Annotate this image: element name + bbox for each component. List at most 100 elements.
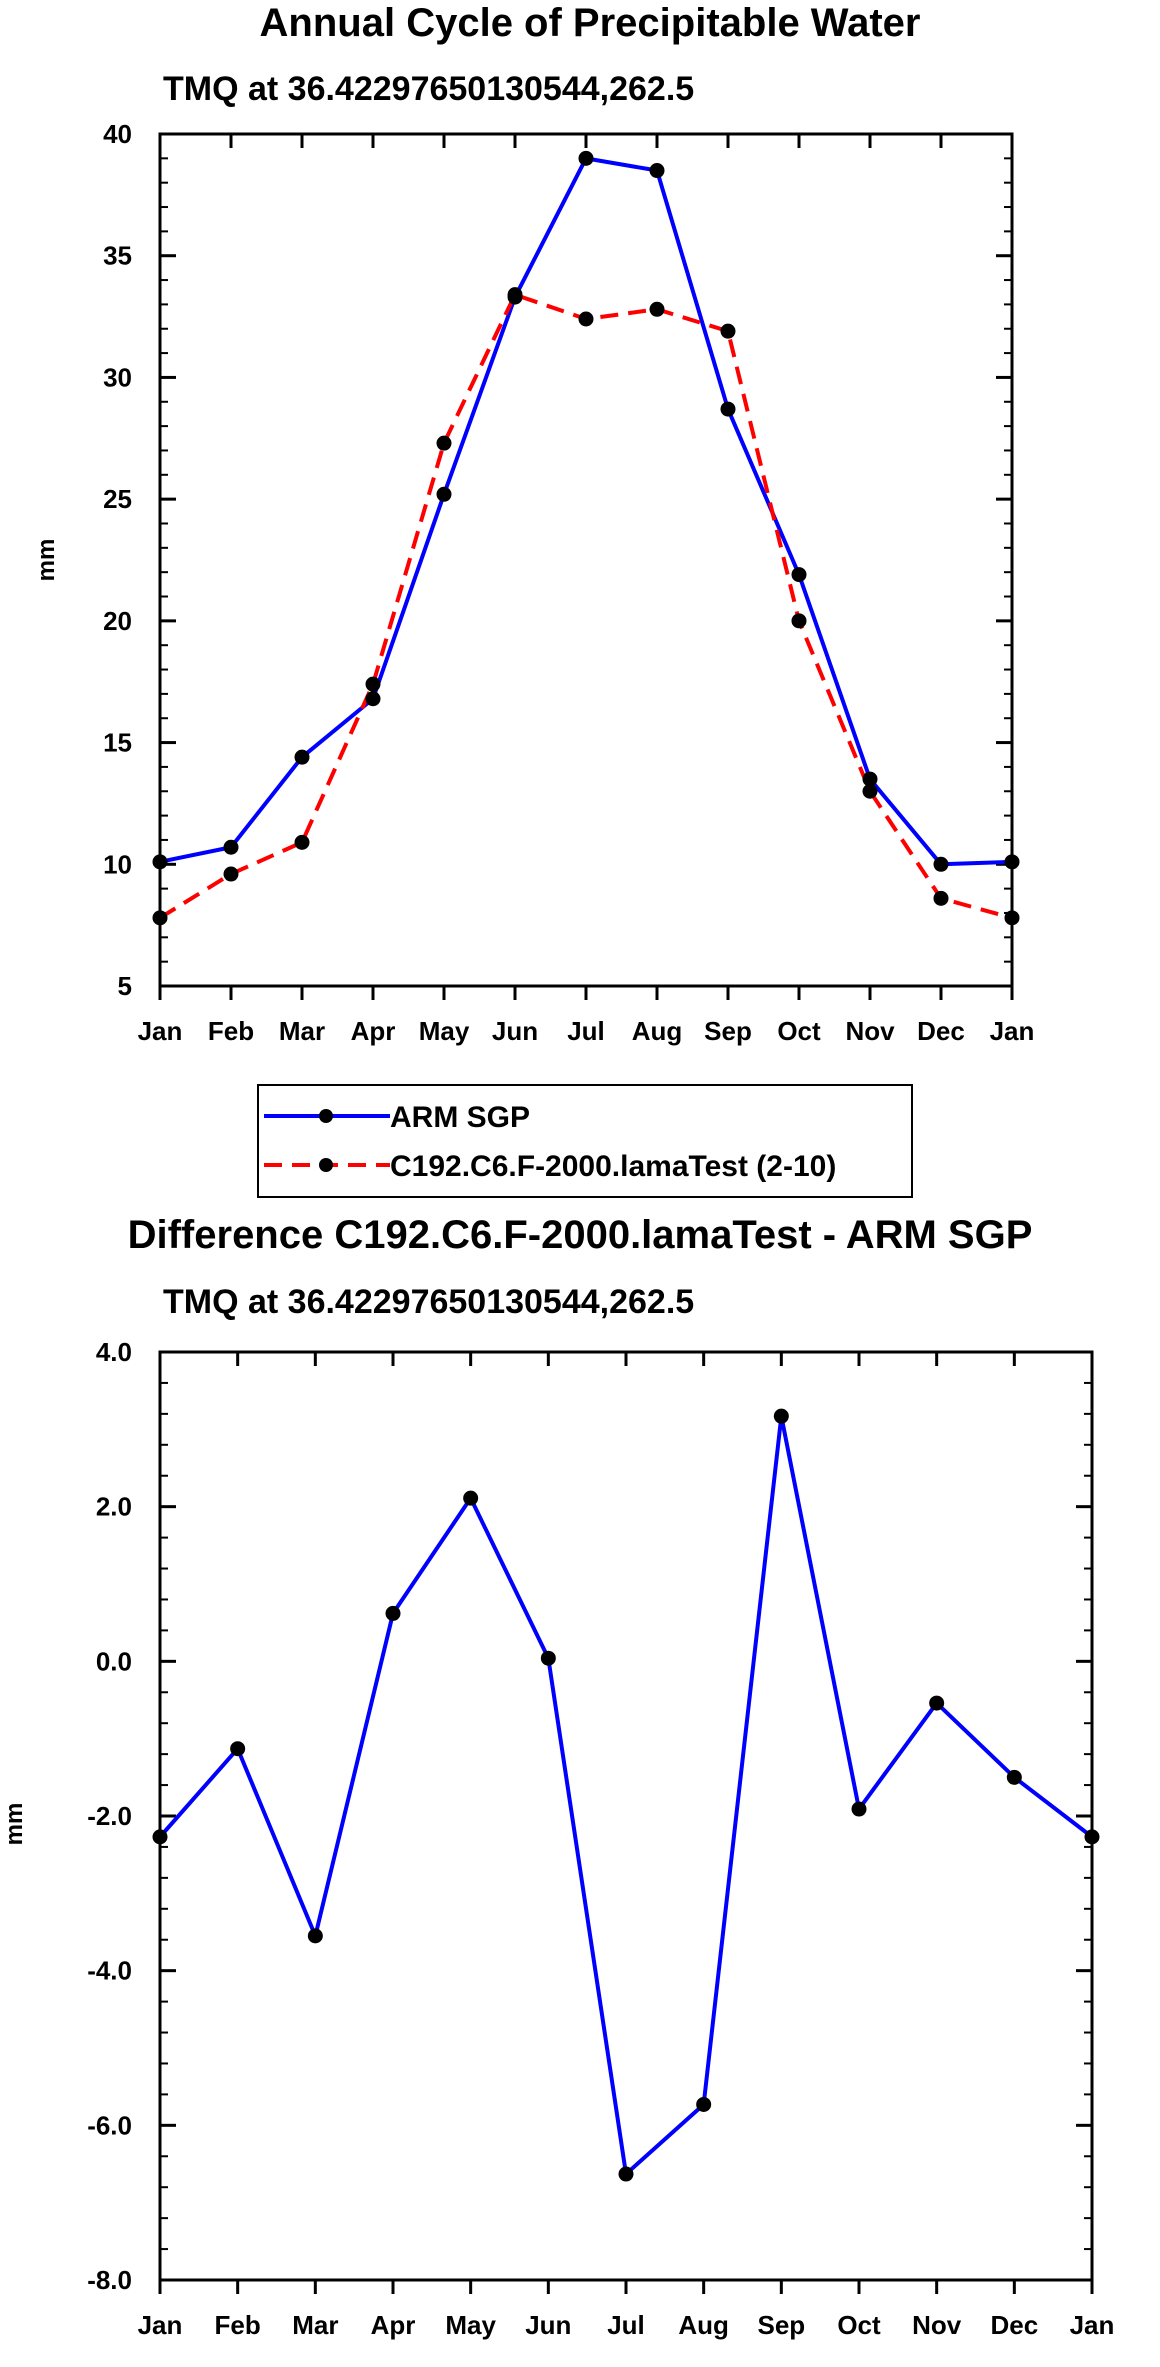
x-tick-label: Sep	[704, 1016, 752, 1046]
data-point-series-1	[294, 834, 310, 850]
data-point-series-0	[862, 771, 878, 787]
legend: ARM SGP C192.C6.F-2000.lamaTest (2-10)	[257, 1084, 913, 1198]
data-point-series-0	[649, 163, 665, 179]
y-tick-label: 4.0	[96, 1337, 132, 1367]
x-tick-label: Jul	[607, 2310, 645, 2340]
x-tick-label: Aug	[632, 1016, 683, 1046]
x-tick-label: May	[445, 2310, 496, 2340]
legend-label-arm-sgp: ARM SGP	[390, 1101, 530, 1134]
data-point-series-0	[540, 1650, 556, 1666]
y-tick-label: 10	[103, 849, 132, 879]
y-axis-label: mm	[33, 539, 60, 582]
y-tick-label: 35	[103, 241, 132, 271]
data-point-series-0	[365, 691, 381, 707]
data-point-series-0	[773, 1408, 789, 1424]
legend-marker-arm-sgp	[319, 1109, 333, 1123]
data-point-series-0	[294, 749, 310, 765]
data-point-series-1	[720, 323, 736, 339]
data-point-series-1	[933, 890, 949, 906]
x-tick-label: Apr	[351, 1016, 396, 1046]
series-group	[152, 150, 1020, 926]
y-tick-label: 20	[103, 606, 132, 636]
data-point-series-0	[1004, 854, 1020, 870]
series-line-0	[158, 1414, 1094, 2177]
x-tick-label: Dec	[990, 2310, 1038, 2340]
axis-ticks	[158, 132, 1014, 1000]
data-point-series-1	[152, 910, 168, 926]
x-tick-label: Oct	[777, 1016, 821, 1046]
data-point-series-0	[385, 1605, 401, 1621]
data-point-series-1	[223, 866, 239, 882]
data-point-series-0	[463, 1490, 479, 1506]
chart-title: Annual Cycle of Precipitable Water	[260, 1, 921, 45]
x-tick-label: Jan	[1070, 2310, 1115, 2340]
series-group	[152, 1408, 1100, 2182]
y-tick-label: 25	[103, 484, 132, 514]
series-line-0	[159, 156, 1013, 867]
chart-title: Difference C192.C6.F-2000.lamaTest - ARM…	[128, 1213, 1033, 1257]
y-tick-label: 15	[103, 728, 132, 758]
series-line-1	[158, 292, 1013, 920]
data-point-series-1	[862, 783, 878, 799]
data-point-series-1	[507, 287, 523, 303]
data-point-series-0	[929, 1695, 945, 1711]
data-point-series-0	[152, 1829, 168, 1845]
data-point-series-0	[933, 856, 949, 872]
x-tick-label: May	[419, 1016, 470, 1046]
data-point-series-0	[578, 150, 594, 166]
x-tick-label: Aug	[678, 2310, 729, 2340]
y-tick-labels: 5 10 15 20 25 30 35 40	[103, 119, 132, 1001]
data-point-series-0	[618, 2166, 634, 2182]
x-tick-label: Feb	[208, 1016, 254, 1046]
x-tick-label: Jan	[138, 2310, 183, 2340]
x-tick-labels: Jan Feb Mar Apr May Jun Jul Aug Sep Oct Nov Dec Jan	[138, 2310, 1115, 2340]
data-point-series-1	[436, 435, 452, 451]
legend-box	[257, 1084, 913, 1198]
data-point-series-0	[152, 854, 168, 870]
data-point-series-0	[851, 1801, 867, 1817]
axis-ticks	[158, 1350, 1094, 2294]
x-tick-label: Jun	[492, 1016, 538, 1046]
difference-panel: Difference C192.C6.F-2000.lamaTest - ARM…	[1, 1213, 1114, 2340]
y-tick-labels: -8.0 -6.0 -4.0 -2.0 0.0 2.0 4.0	[87, 1337, 132, 2295]
plot-frame	[158, 1350, 1094, 2282]
chart-subtitle: TMQ at 36.42297650130544,262.5	[163, 1283, 694, 1321]
legend-marker-model	[319, 1158, 333, 1172]
chart-subtitle: TMQ at 36.42297650130544,262.5	[163, 70, 694, 108]
y-tick-label: 30	[103, 362, 132, 392]
x-tick-label: Nov	[845, 1016, 895, 1046]
data-point-series-0	[436, 486, 452, 502]
x-tick-label: Jul	[567, 1016, 605, 1046]
data-point-series-0	[307, 1928, 323, 1944]
data-point-series-0	[223, 839, 239, 855]
x-tick-label: Jan	[138, 1016, 183, 1046]
data-point-series-1	[365, 676, 381, 692]
x-tick-labels: Jan Feb Mar Apr May Jun Jul Aug Sep Oct Nov Dec Jan	[138, 1016, 1035, 1046]
data-point-series-0	[791, 567, 807, 583]
data-point-series-1	[578, 311, 594, 327]
x-tick-label: Mar	[292, 2310, 338, 2340]
data-point-series-0	[720, 401, 736, 417]
x-tick-label: Mar	[279, 1016, 325, 1046]
y-tick-label: -6.0	[87, 2110, 132, 2140]
annual-cycle-panel: Annual Cycle of Precipitable Water TMQ a…	[33, 1, 1035, 1198]
data-point-series-0	[1084, 1829, 1100, 1845]
x-tick-label: Nov	[912, 2310, 962, 2340]
y-tick-label: -8.0	[87, 2265, 132, 2295]
data-point-series-0	[230, 1741, 246, 1757]
data-point-series-1	[791, 613, 807, 629]
y-tick-label: 40	[103, 119, 132, 149]
x-tick-label: Sep	[757, 2310, 805, 2340]
plot-frame	[158, 132, 1014, 988]
y-tick-label: 2.0	[96, 1492, 132, 1522]
y-tick-label: -4.0	[87, 1956, 132, 1986]
x-tick-label: Jan	[990, 1016, 1035, 1046]
x-tick-label: Dec	[917, 1016, 965, 1046]
y-tick-label: 0.0	[96, 1646, 132, 1676]
data-point-series-0	[1006, 1769, 1022, 1785]
y-tick-label: -2.0	[87, 1801, 132, 1831]
x-tick-label: Oct	[837, 2310, 881, 2340]
data-point-series-1	[1004, 910, 1020, 926]
